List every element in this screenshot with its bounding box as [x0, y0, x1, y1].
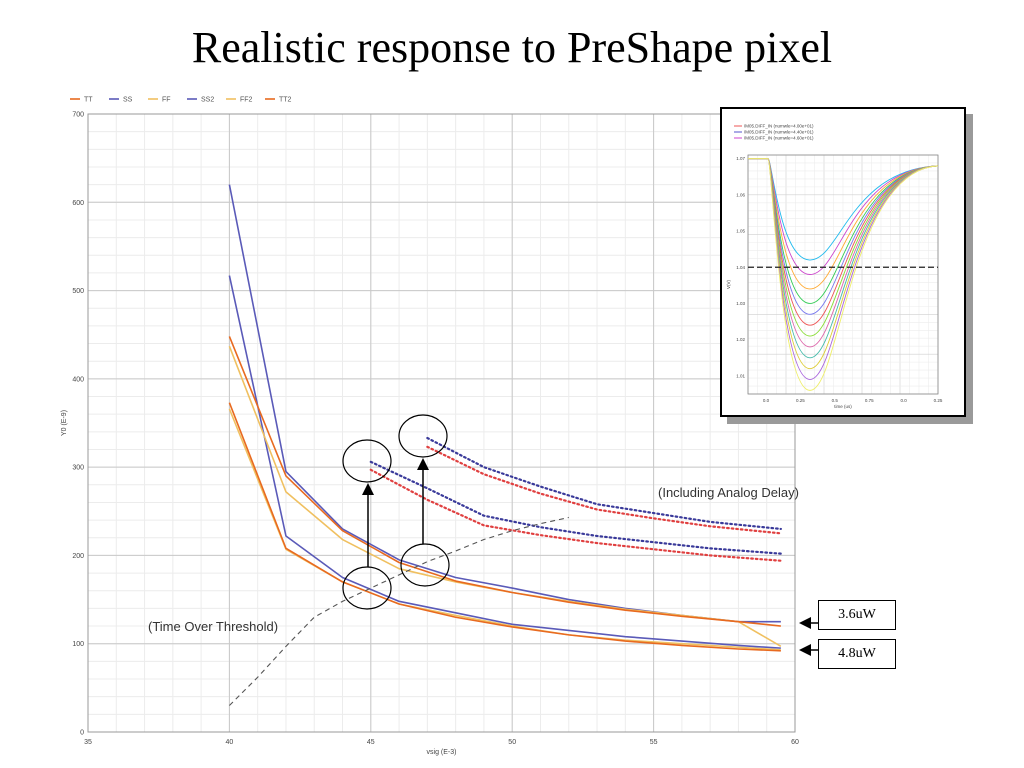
annotation-including-analog-delay: (Including Analog Delay) — [658, 485, 799, 500]
y-tick-label: 0 — [80, 730, 84, 737]
plot-frame — [87, 113, 796, 733]
series-line-tt2 — [228, 402, 781, 652]
slide-title: Realistic response to PreShape pixel — [191, 23, 833, 72]
x-tick-label: 40 — [226, 739, 234, 746]
series-line-unnamed-6 — [426, 436, 782, 531]
inset-y-tick-label: 1.02 — [736, 337, 745, 342]
inset-chart: /M05.DIFF_IN (numwle=4.00e+01)/M05.DIFF_… — [720, 107, 966, 417]
inset-x-axis-title: time (us) — [834, 404, 852, 409]
power-label-4-8uw: 4.8uW — [818, 639, 896, 669]
series-line-unnamed-8 — [369, 460, 782, 555]
y-tick-label: 400 — [72, 376, 84, 383]
legend-entry-tt2: TT2 — [279, 97, 292, 104]
inset-y-tick-label: 1.01 — [736, 373, 745, 378]
highlight-circle — [400, 543, 450, 587]
y-tick-label: 100 — [72, 641, 84, 648]
y-tick-label: 600 — [72, 200, 84, 207]
power-label-3-6uw: 3.6uW — [818, 600, 896, 630]
y-tick-label: 700 — [72, 112, 84, 119]
highlight-circle — [342, 566, 392, 610]
inset-chart-svg: /M05.DIFF_IN (numwle=4.00e+01)/M05.DIFF_… — [726, 124, 943, 410]
inset-y-tick-label: 1.05 — [736, 229, 745, 234]
x-tick-label: 45 — [367, 739, 375, 746]
legend-entry-tt: TT — [84, 97, 93, 104]
inset-x-tick-label: 0.0 — [900, 398, 907, 403]
inset-x-tick-label: 0.25 — [796, 398, 805, 403]
highlight-circle — [342, 439, 392, 483]
inset-legend-entry: /M05.DIFF_IN (numwle=4.40e+01) — [744, 130, 814, 135]
inset-x-tick-label: 0.5 — [832, 398, 839, 403]
inset-legend-entry: /M05.DIFF_IN (numwle=4.00e+01) — [744, 124, 814, 129]
x-tick-label: 35 — [84, 739, 92, 746]
x-tick-label: 55 — [650, 739, 658, 746]
inset-y-tick-label: 1.06 — [736, 192, 745, 197]
chart-legend: TT SS FF SS2 FF2 TT2 — [70, 97, 292, 104]
inset-curve — [748, 158, 939, 261]
inset-x-tick-label: 0.0 — [763, 398, 770, 403]
y-axis-title: Y0 (E-9) — [61, 410, 68, 436]
legend-entry-ff: FF — [162, 97, 171, 104]
inset-plot-frame — [747, 154, 939, 395]
y-tick-label: 300 — [72, 465, 84, 472]
series-line-unnamed-9 — [369, 468, 782, 562]
series-line-unnamed-7 — [426, 445, 782, 535]
y-tick-label: 500 — [72, 288, 84, 295]
legend-entry-ss: SS — [123, 97, 133, 104]
inset-y-tick-label: 1.04 — [736, 265, 745, 270]
y-tick-label: 200 — [72, 553, 84, 560]
series-line-tt — [228, 336, 781, 627]
inset-legend-entry: /M05.DIFF_IN (numwle=4.60e+01) — [744, 136, 814, 141]
inset-y-tick-label: 1.03 — [736, 301, 745, 306]
inset-y-axis-title: V(V) — [726, 279, 731, 289]
inset-x-tick-label: 0.25 — [934, 398, 943, 403]
inset-x-tick-label: 0.75 — [865, 398, 874, 403]
x-tick-label: 60 — [791, 739, 799, 746]
x-tick-label: 50 — [508, 739, 516, 746]
legend-entry-ff2: FF2 — [240, 97, 253, 104]
series-line-ss2 — [228, 275, 781, 649]
highlight-circle — [398, 414, 448, 458]
inset-y-tick-label: 1.07 — [736, 156, 745, 161]
x-axis-title: vsig (E-3) — [427, 749, 457, 756]
legend-entry-ss2: SS2 — [201, 97, 214, 104]
chart-series — [228, 184, 782, 706]
annotation-overlays — [342, 414, 820, 656]
series-line-unnamed-10 — [229, 516, 569, 706]
inset-curve — [748, 158, 939, 391]
annotation-time-over-threshold: (Time Over Threshold) — [148, 619, 278, 634]
